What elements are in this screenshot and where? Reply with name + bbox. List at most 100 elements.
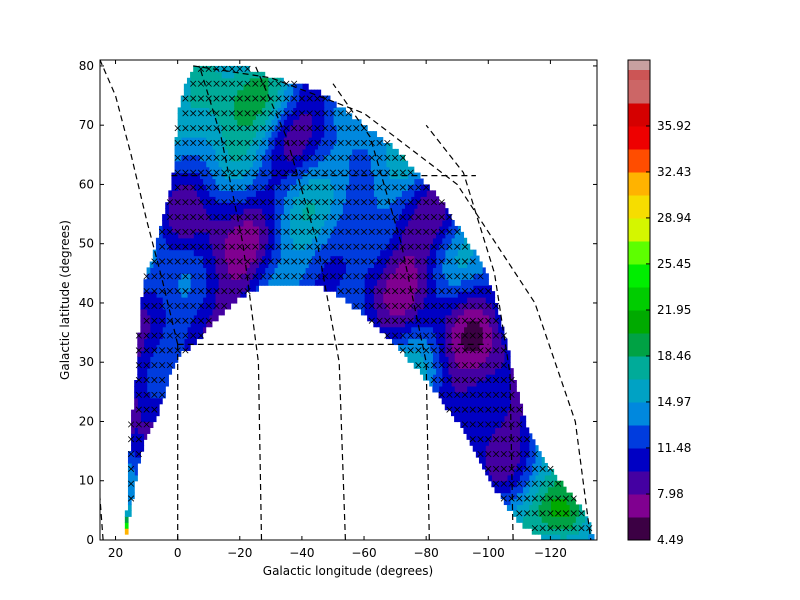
- heatmap-cell: [482, 314, 486, 322]
- heatmap-cell: [416, 338, 421, 346]
- heatmap-cell: [432, 279, 437, 286]
- heatmap-cell: [497, 486, 502, 494]
- heatmap-cell: [513, 468, 517, 476]
- heatmap-cell: [255, 142, 260, 150]
- heatmap-cell: [224, 184, 228, 191]
- heatmap-cell: [242, 273, 247, 280]
- heatmap-cell: [488, 462, 492, 470]
- observation-marker: [322, 213, 329, 221]
- heatmap-cell: [516, 409, 520, 417]
- heatmap-cell: [186, 113, 191, 120]
- heatmap-cell: [193, 119, 197, 126]
- heatmap-cell: [190, 184, 194, 191]
- heatmap-cell: [224, 95, 228, 103]
- heatmap-cell: [447, 291, 452, 298]
- observation-marker: [438, 243, 445, 250]
- heatmap-cell: [180, 125, 185, 132]
- heatmap-cell: [419, 302, 424, 310]
- heatmap-cell: [214, 113, 219, 120]
- heatmap-cell: [317, 137, 322, 144]
- heatmap-cell: [395, 297, 399, 304]
- heatmap-cell: [553, 510, 558, 517]
- heatmap-cell: [485, 468, 489, 476]
- observation-marker: [306, 243, 313, 250]
- heatmap-cell: [370, 225, 374, 233]
- heatmap-cell: [286, 237, 291, 245]
- heatmap-cell: [391, 249, 396, 257]
- heatmap-cell: [345, 220, 350, 227]
- heatmap-cell: [500, 391, 505, 399]
- heatmap-cell: [165, 356, 169, 363]
- heatmap-cell: [208, 255, 213, 263]
- heatmap-cell: [339, 220, 343, 227]
- heatmap-cell: [143, 415, 148, 423]
- heatmap-cell: [211, 308, 216, 316]
- heatmap-cell: [410, 261, 415, 269]
- heatmap-cell: [134, 439, 138, 446]
- heatmap-cell: [472, 273, 477, 280]
- heatmap-cell: [444, 380, 449, 387]
- heatmap-cell: [270, 154, 275, 162]
- heatmap-cell: [475, 439, 480, 446]
- heatmap-cell: [258, 267, 263, 274]
- heatmap-cell: [186, 214, 191, 221]
- heatmap-cell: [305, 237, 309, 245]
- heatmap-cell: [401, 160, 406, 168]
- heatmap-cell: [208, 178, 213, 186]
- observation-marker: [399, 243, 406, 250]
- heatmap-cell: [186, 302, 191, 310]
- heatmap-cell: [385, 196, 390, 203]
- heatmap-cell: [323, 279, 328, 286]
- heatmap-cell: [500, 468, 505, 476]
- heatmap-cell: [482, 297, 486, 304]
- heatmap-cell: [311, 166, 315, 174]
- heatmap-cell: [230, 255, 235, 263]
- heatmap-cell: [544, 516, 548, 523]
- heatmap-cell: [478, 320, 483, 328]
- heatmap-cell: [541, 534, 545, 540]
- heatmap-cell: [292, 267, 297, 274]
- heatmap-cell: [214, 77, 219, 85]
- heatmap-cell: [444, 338, 449, 346]
- heatmap-cell: [227, 302, 232, 310]
- heatmap-cell: [345, 279, 350, 286]
- observation-marker: [586, 525, 593, 532]
- heatmap-cell: [466, 267, 471, 274]
- heatmap-cell: [457, 297, 461, 304]
- heatmap-cell: [267, 148, 272, 156]
- observation-marker: [306, 228, 313, 235]
- observation-marker: [438, 228, 445, 235]
- heatmap-cell: [186, 142, 191, 150]
- observation-marker: [159, 302, 166, 310]
- observation-marker: [190, 258, 197, 265]
- heatmap-cell: [214, 71, 219, 79]
- heatmap-cell: [432, 249, 437, 257]
- heatmap-cell: [516, 397, 520, 405]
- heatmap-cell: [438, 332, 443, 340]
- heatmap-cell: [494, 350, 499, 357]
- heatmap-cell: [202, 113, 207, 120]
- observation-marker: [477, 332, 484, 339]
- heatmap-cell: [289, 214, 294, 221]
- heatmap-cell: [385, 208, 390, 215]
- heatmap-cell: [370, 131, 374, 138]
- heatmap-cell: [519, 451, 524, 458]
- heatmap-cell: [460, 368, 465, 375]
- heatmap-cell: [426, 190, 430, 197]
- heatmap-cell: [242, 113, 247, 120]
- heatmap-cell: [370, 249, 374, 257]
- heatmap-cell: [488, 362, 492, 369]
- observation-marker: [438, 376, 445, 384]
- heatmap-cell: [339, 208, 343, 215]
- heatmap-cell: [391, 291, 396, 298]
- heatmap-cell: [497, 480, 502, 488]
- heatmap-cell: [258, 113, 263, 120]
- heatmap-cell: [224, 273, 228, 280]
- heatmap-cell: [513, 409, 517, 417]
- heatmap-cell: [463, 374, 468, 381]
- heatmap-cell: [516, 415, 520, 423]
- heatmap-cell: [155, 368, 160, 375]
- heatmap-cell: [239, 190, 244, 197]
- heatmap-cell: [478, 285, 483, 292]
- heatmap-cell: [127, 492, 132, 500]
